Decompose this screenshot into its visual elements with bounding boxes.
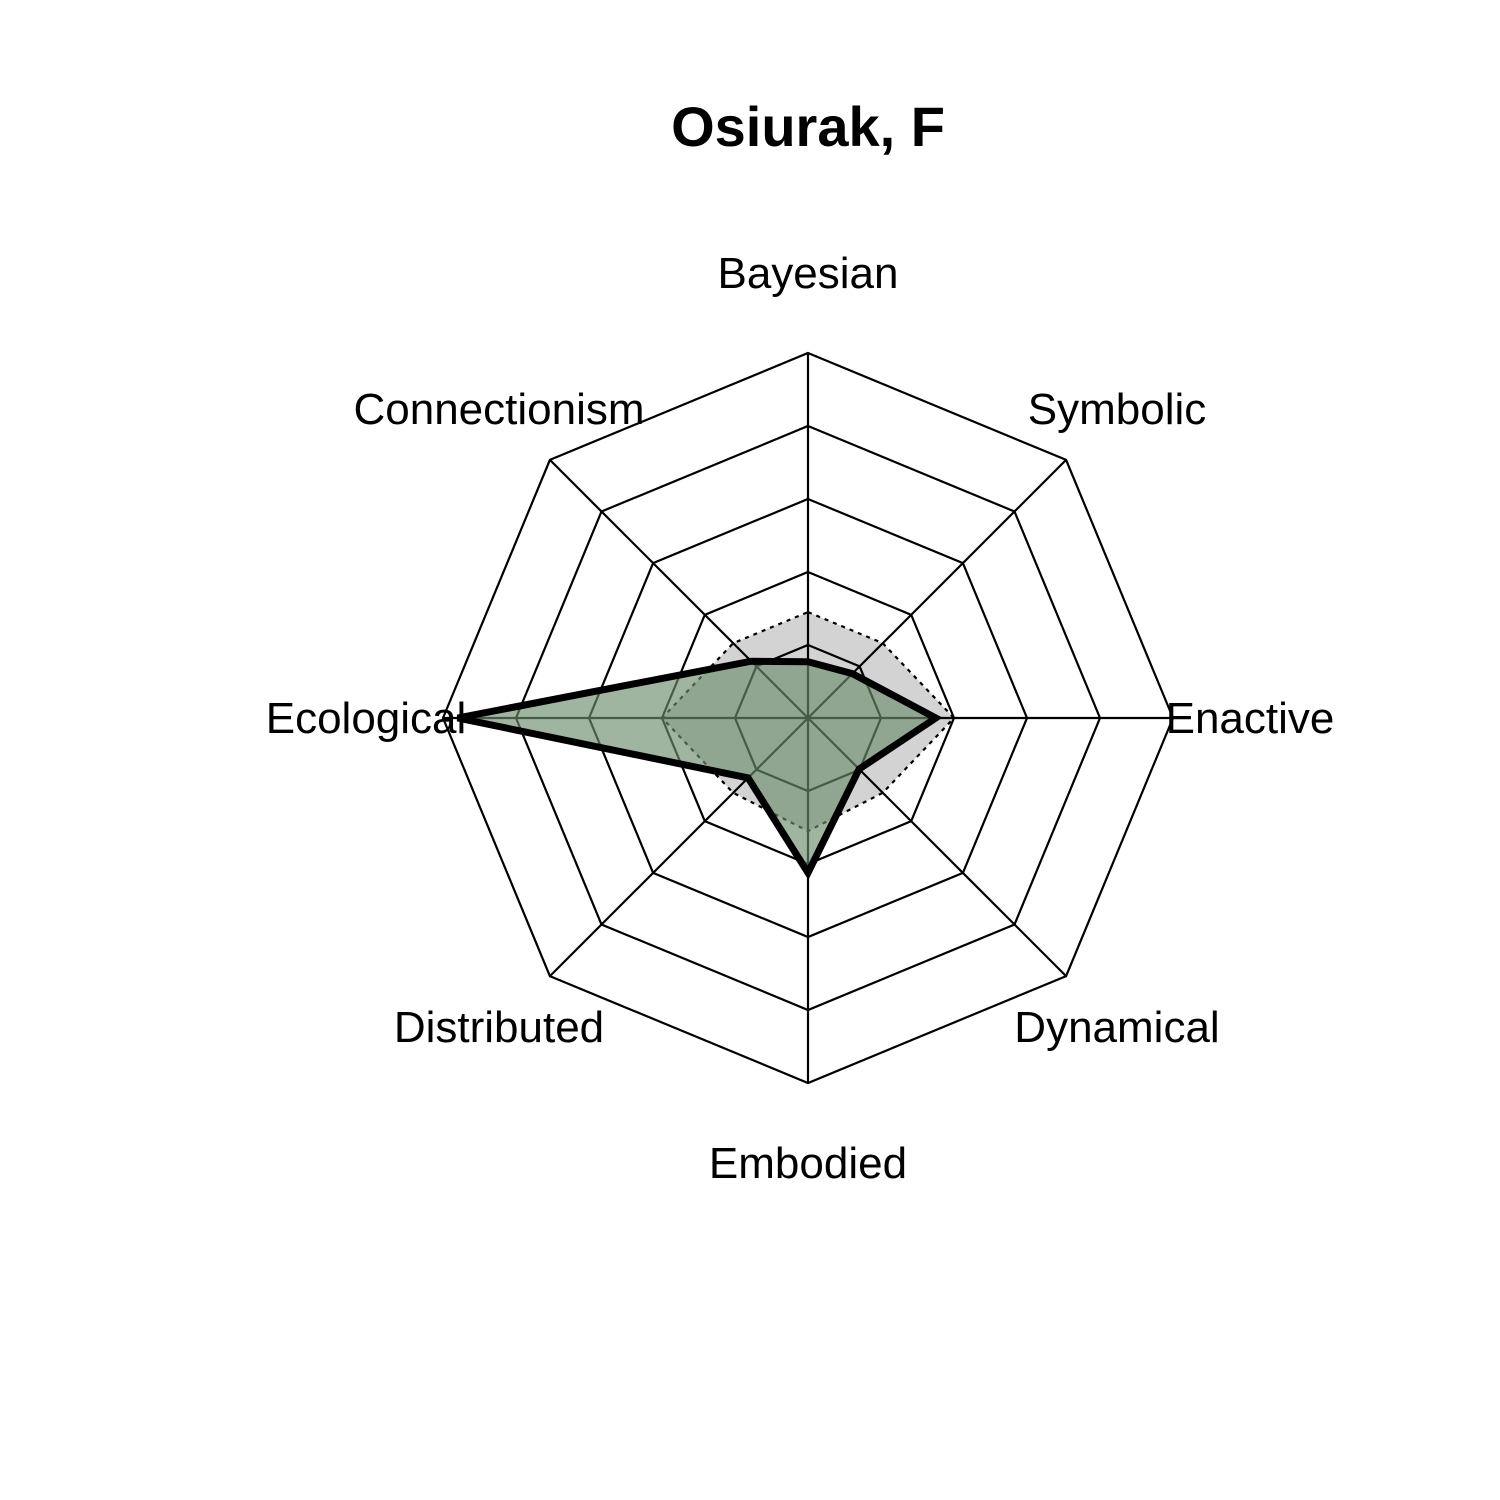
series-polygon-1 [456,657,943,880]
chart-title: Osiurak, F [671,95,945,158]
axis-label-bayesian: Bayesian [717,249,898,298]
axis-label-dynamical: Dynamical [1014,1003,1219,1052]
axis-label-ecological: Ecological [266,694,467,743]
axis-label-distributed: Distributed [394,1003,604,1052]
axis-label-connectionism: Connectionism [353,385,644,434]
series-layer [456,657,943,880]
axis-label-embodied: Embodied [709,1139,907,1188]
axis-label-symbolic: Symbolic [1028,385,1207,434]
axis-label-enactive: Enactive [1166,694,1335,743]
label-layer: Bayesian Symbolic Enactive Dynamical Embodie… [266,249,1335,1188]
